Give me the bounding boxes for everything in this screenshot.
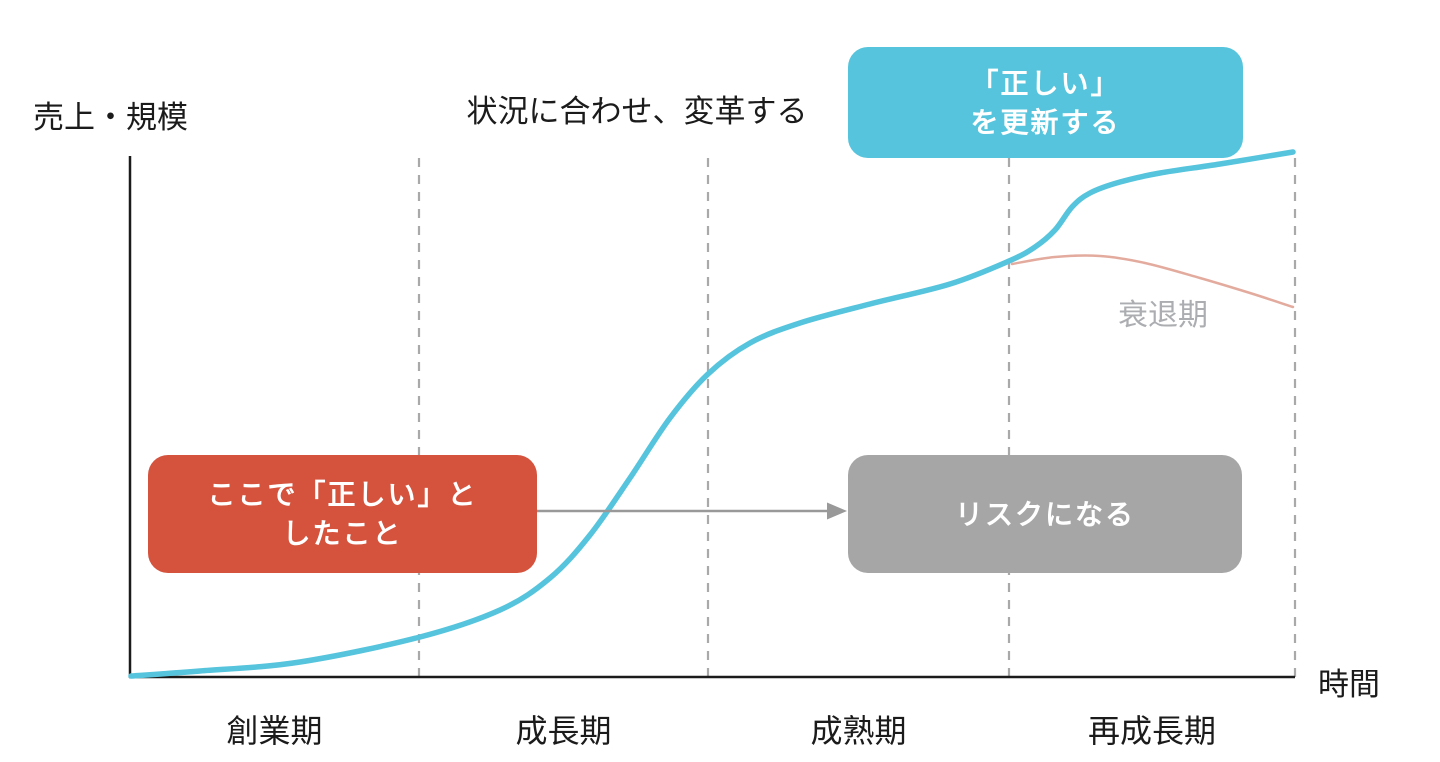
transform-note: 状況に合わせ、変革する [466,94,808,129]
phase-label-maturity: 成熟期 [810,713,907,749]
update-correct-line1: 「正しい」 [970,67,1121,99]
established-correct-line1: ここで「正しい」と [207,479,478,510]
update-correct-box: 「正しい」 を更新する [848,47,1243,158]
phase-label-regrowth: 再成長期 [1087,713,1217,749]
risk-box: リスクになる [848,455,1242,573]
risk-box-label: リスクになる [954,498,1135,530]
phase-label-founding: 創業期 [226,713,323,749]
phase-label-growth: 成長期 [515,713,612,749]
update-correct-line2: を更新する [970,106,1121,138]
decline-phase-label: 衰退期 [1118,299,1208,332]
arrow-head-icon [827,502,847,520]
x-axis-label: 時間 [1318,667,1380,702]
decline-curve [1010,254,1295,309]
established-correct-line2: したこと [282,518,403,549]
growth-curve [128,149,1296,679]
phase-dividers [417,158,1297,677]
established-correct-box: ここで「正しい」と したこと [148,455,537,573]
y-axis-label: 売上・規模 [33,100,188,135]
